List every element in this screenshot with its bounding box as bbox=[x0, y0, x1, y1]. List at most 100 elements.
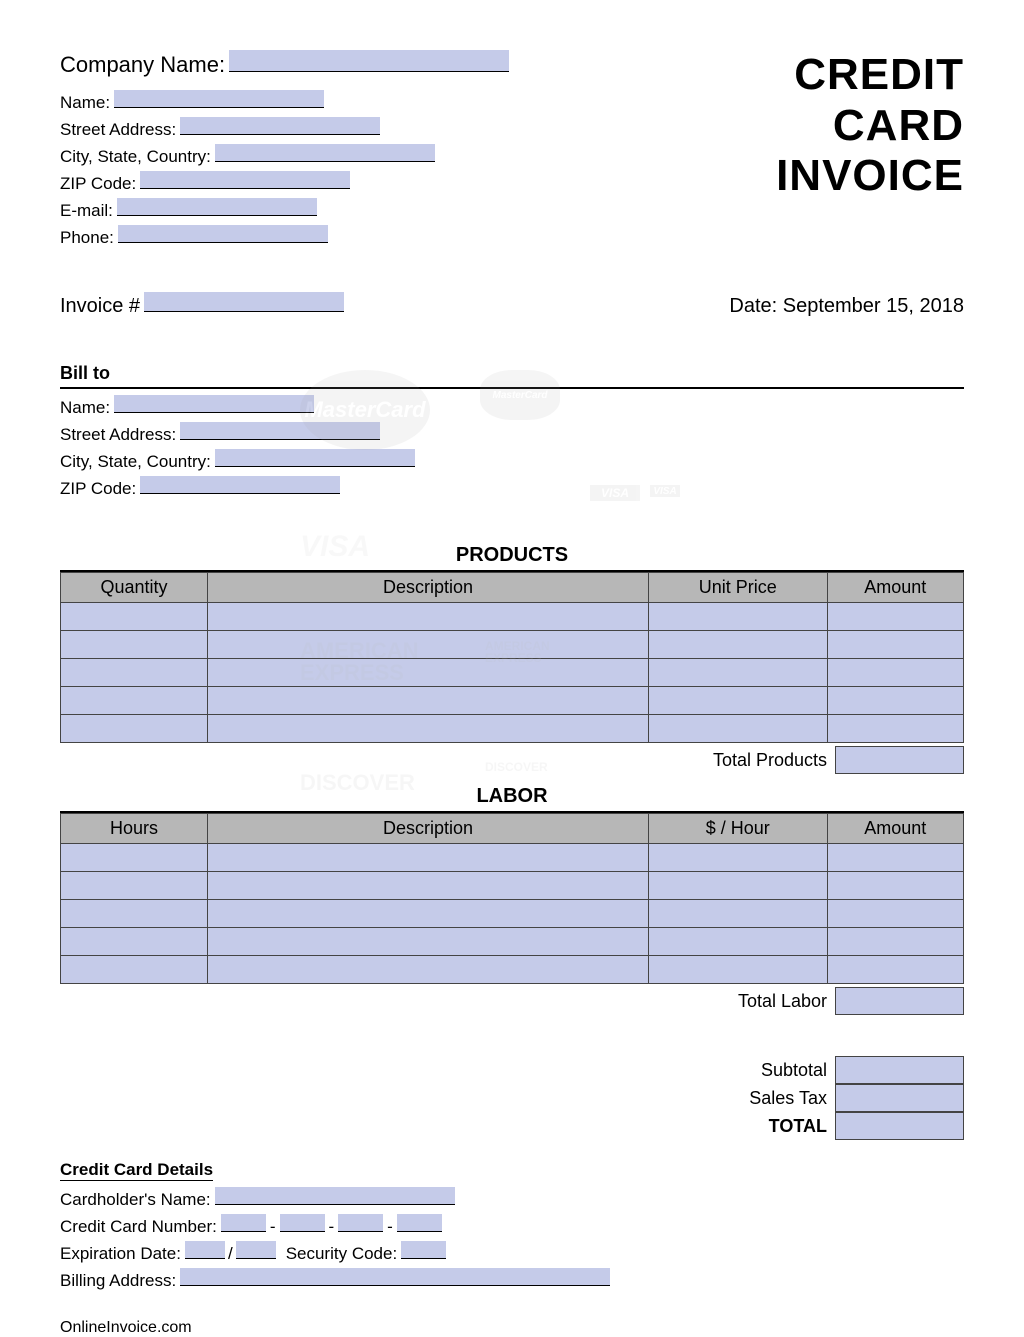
labor-cell[interactable] bbox=[649, 872, 828, 900]
cc-num1[interactable] bbox=[221, 1214, 266, 1232]
billto-name-input[interactable] bbox=[114, 395, 314, 413]
products-cell[interactable] bbox=[61, 631, 208, 659]
labor-cell[interactable] bbox=[649, 956, 828, 984]
cc-exp-month[interactable] bbox=[185, 1241, 225, 1259]
tax-value[interactable] bbox=[835, 1084, 964, 1112]
title-line3: INVOICE bbox=[776, 151, 964, 202]
labor-table: Hours Description $ / Hour Amount bbox=[60, 813, 964, 984]
labor-cell[interactable] bbox=[827, 900, 964, 928]
products-cell[interactable] bbox=[827, 659, 964, 687]
tax-label: Sales Tax bbox=[741, 1088, 835, 1109]
cc-section: Credit Card Details Cardholder's Name: C… bbox=[60, 1160, 964, 1291]
subtotal-label: Subtotal bbox=[753, 1060, 835, 1081]
city-input[interactable] bbox=[215, 144, 435, 162]
billto-zip-label: ZIP Code: bbox=[60, 479, 136, 499]
products-cell[interactable] bbox=[208, 659, 649, 687]
labor-cell[interactable] bbox=[827, 928, 964, 956]
labor-cell[interactable] bbox=[61, 956, 208, 984]
products-cell[interactable] bbox=[649, 631, 828, 659]
cc-num3[interactable] bbox=[338, 1214, 383, 1232]
labor-cell[interactable] bbox=[61, 872, 208, 900]
labor-cell[interactable] bbox=[827, 872, 964, 900]
cc-sec-label: Security Code: bbox=[286, 1244, 398, 1264]
products-table: Quantity Description Unit Price Amount bbox=[60, 572, 964, 743]
products-cell[interactable] bbox=[827, 715, 964, 743]
cc-sec-input[interactable] bbox=[401, 1241, 446, 1259]
labor-col-hours: Hours bbox=[61, 814, 208, 844]
labor-cell[interactable] bbox=[649, 900, 828, 928]
products-cell[interactable] bbox=[649, 603, 828, 631]
cc-exp-year[interactable] bbox=[236, 1241, 276, 1259]
labor-col-description: Description bbox=[208, 814, 649, 844]
table-row bbox=[61, 928, 964, 956]
labor-cell[interactable] bbox=[208, 956, 649, 984]
products-cell[interactable] bbox=[208, 631, 649, 659]
table-row bbox=[61, 872, 964, 900]
table-row bbox=[61, 900, 964, 928]
company-name-input[interactable] bbox=[229, 50, 509, 72]
billto-street-input[interactable] bbox=[180, 422, 380, 440]
products-cell[interactable] bbox=[649, 715, 828, 743]
cc-number-label: Credit Card Number: bbox=[60, 1217, 217, 1237]
total-labor-label: Total Labor bbox=[730, 987, 835, 1016]
products-cell[interactable] bbox=[827, 687, 964, 715]
table-row bbox=[61, 631, 964, 659]
subtotal-value[interactable] bbox=[835, 1056, 964, 1084]
date-label: Date: bbox=[729, 295, 777, 317]
labor-cell[interactable] bbox=[208, 900, 649, 928]
cc-exp-label: Expiration Date: bbox=[60, 1244, 181, 1264]
labor-cell[interactable] bbox=[827, 844, 964, 872]
cc-num2[interactable] bbox=[280, 1214, 325, 1232]
labor-cell[interactable] bbox=[827, 956, 964, 984]
products-cell[interactable] bbox=[208, 687, 649, 715]
products-cell[interactable] bbox=[208, 603, 649, 631]
labor-cell[interactable] bbox=[61, 900, 208, 928]
total-products-value[interactable] bbox=[835, 746, 964, 774]
cc-num4[interactable] bbox=[397, 1214, 442, 1232]
table-row bbox=[61, 603, 964, 631]
city-label: City, State, Country: bbox=[60, 147, 211, 167]
products-cell[interactable] bbox=[61, 603, 208, 631]
labor-cell[interactable] bbox=[208, 844, 649, 872]
street-input[interactable] bbox=[180, 117, 380, 135]
name-input[interactable] bbox=[114, 90, 324, 108]
products-col-amount: Amount bbox=[827, 573, 964, 603]
cc-billing-input[interactable] bbox=[180, 1268, 610, 1286]
phone-input[interactable] bbox=[118, 225, 328, 243]
summary-block: Subtotal Sales Tax TOTAL bbox=[60, 1056, 964, 1140]
email-label: E-mail: bbox=[60, 201, 113, 221]
company-block: Company Name: Name: Street Address: City… bbox=[60, 50, 776, 252]
cc-cardholder-input[interactable] bbox=[215, 1187, 455, 1205]
total-products-label: Total Products bbox=[705, 746, 835, 775]
date-value: September 15, 2018 bbox=[783, 295, 964, 317]
products-cell[interactable] bbox=[827, 631, 964, 659]
labor-cell[interactable] bbox=[208, 928, 649, 956]
table-row bbox=[61, 844, 964, 872]
cc-billing-label: Billing Address: bbox=[60, 1271, 176, 1291]
invoice-number-input[interactable] bbox=[144, 292, 344, 312]
products-col-unitprice: Unit Price bbox=[649, 573, 828, 603]
products-cell[interactable] bbox=[649, 659, 828, 687]
billto-city-input[interactable] bbox=[215, 449, 415, 467]
products-cell[interactable] bbox=[61, 715, 208, 743]
products-col-description: Description bbox=[208, 573, 649, 603]
table-row bbox=[61, 659, 964, 687]
products-cell[interactable] bbox=[61, 687, 208, 715]
billto-zip-input[interactable] bbox=[140, 476, 340, 494]
company-name-label: Company Name: bbox=[60, 52, 225, 78]
products-cell[interactable] bbox=[827, 603, 964, 631]
email-input[interactable] bbox=[117, 198, 317, 216]
labor-cell[interactable] bbox=[61, 844, 208, 872]
bill-to-section: Bill to Name: Street Address: City, Stat… bbox=[60, 363, 964, 499]
products-cell[interactable] bbox=[208, 715, 649, 743]
labor-cell[interactable] bbox=[61, 928, 208, 956]
zip-input[interactable] bbox=[140, 171, 350, 189]
labor-cell[interactable] bbox=[649, 844, 828, 872]
products-cell[interactable] bbox=[61, 659, 208, 687]
products-cell[interactable] bbox=[649, 687, 828, 715]
total-value[interactable] bbox=[835, 1112, 964, 1140]
labor-cell[interactable] bbox=[649, 928, 828, 956]
labor-cell[interactable] bbox=[208, 872, 649, 900]
total-labor-value[interactable] bbox=[835, 987, 964, 1015]
total-label: TOTAL bbox=[761, 1116, 835, 1137]
